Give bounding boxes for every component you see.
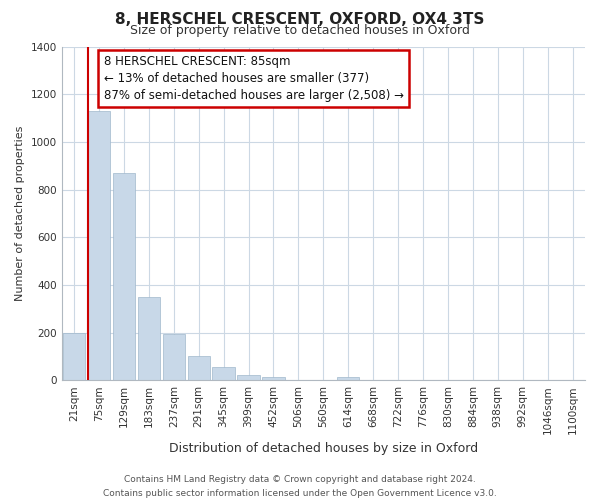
Bar (238, 375, 260, 380)
Bar (137, 297, 160, 380)
Bar (337, 378, 359, 380)
Bar (63, 332, 85, 380)
Y-axis label: Number of detached properties: Number of detached properties (15, 126, 25, 301)
Text: Contains HM Land Registry data © Crown copyright and database right 2024.
Contai: Contains HM Land Registry data © Crown c… (103, 476, 497, 498)
X-axis label: Distribution of detached houses by size in Oxford: Distribution of detached houses by size … (169, 442, 478, 455)
Text: 8 HERSCHEL CRESCENT: 85sqm
← 13% of detached houses are smaller (377)
87% of sem: 8 HERSCHEL CRESCENT: 85sqm ← 13% of deta… (104, 55, 404, 102)
Text: Size of property relative to detached houses in Oxford: Size of property relative to detached ho… (130, 24, 470, 37)
Bar (262, 376, 285, 380)
Bar (88, 111, 110, 380)
Bar (113, 173, 135, 380)
Bar (212, 367, 235, 380)
Bar (163, 334, 185, 380)
Text: 8, HERSCHEL CRESCENT, OXFORD, OX4 3TS: 8, HERSCHEL CRESCENT, OXFORD, OX4 3TS (115, 12, 485, 28)
Bar (188, 356, 210, 380)
